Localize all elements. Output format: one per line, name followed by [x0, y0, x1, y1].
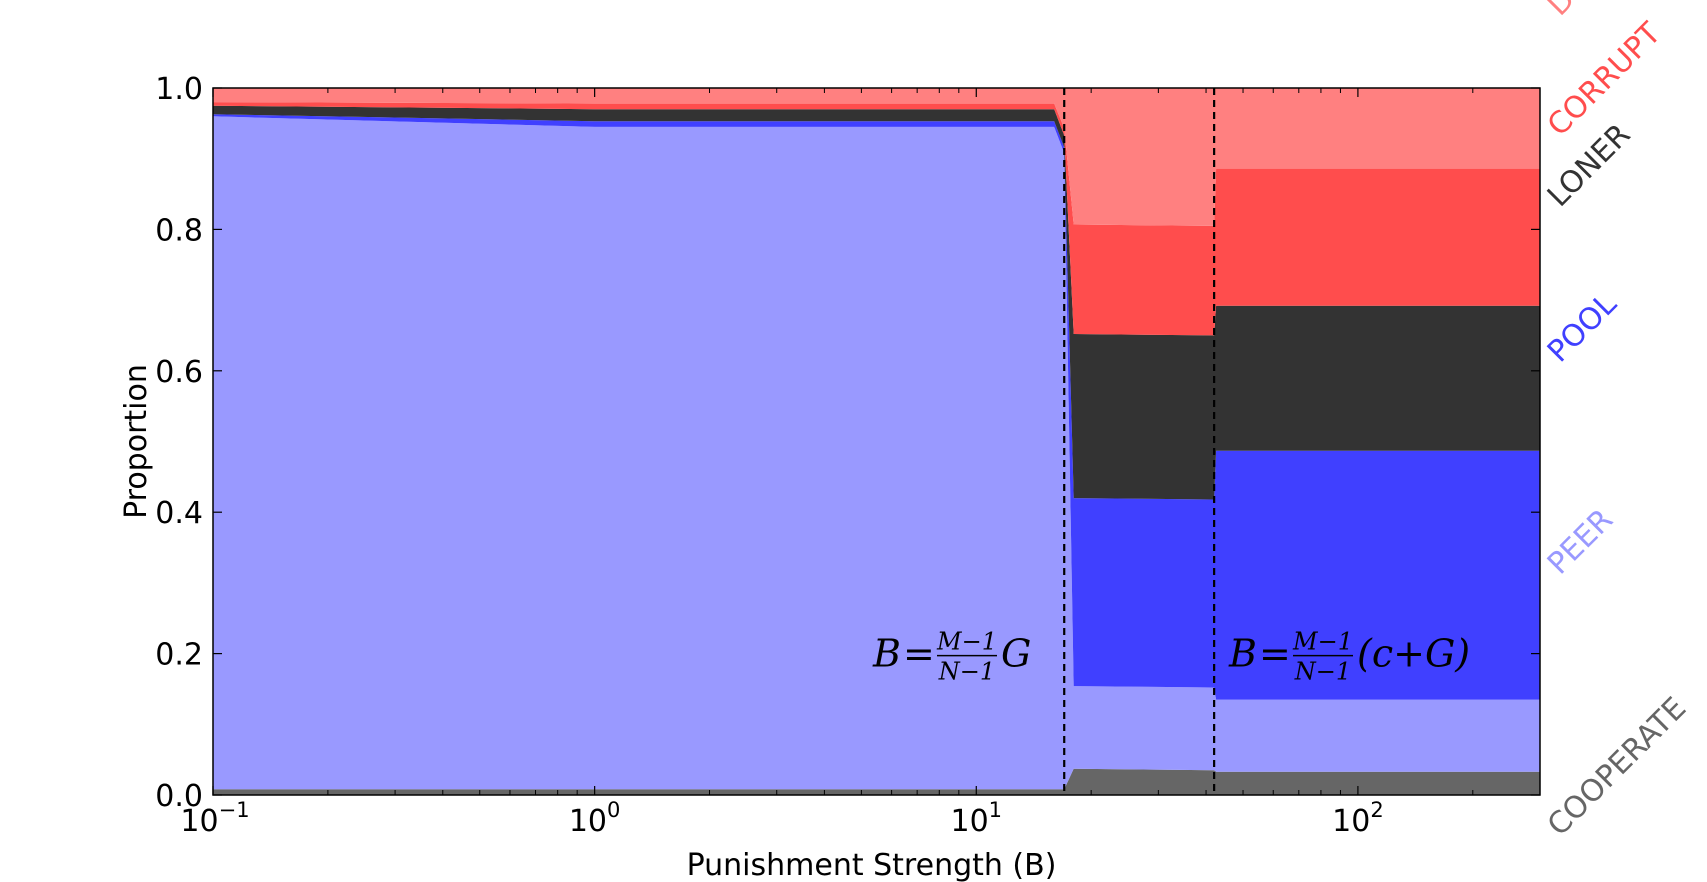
threshold-annotation-1: B = M−1N−1 G — [872, 628, 1031, 686]
annot-denominator: N−1 — [938, 658, 995, 686]
axis-ticks: 0.00.20.40.60.81.010−1 100 101 102 — [155, 72, 1541, 839]
legend-pool: POOL — [1541, 286, 1624, 369]
area-defect — [213, 88, 1540, 226]
y-axis-label: Proportion — [119, 364, 154, 519]
area-cooperate — [213, 768, 1540, 795]
threshold-lines — [1063, 88, 1216, 795]
x-tick-base: 10 — [180, 804, 218, 839]
y-tick-label: 0.6 — [155, 355, 203, 390]
legend-defect: DEFECT — [1541, 0, 1649, 23]
legend-cooperate: COOPERATE — [1541, 691, 1693, 843]
x-tick-label: 101 — [950, 798, 1002, 839]
x-tick-exponent: 0 — [607, 798, 620, 822]
x-tick-base: 10 — [950, 804, 988, 839]
legend: COOPERATEPEERPOOLLONERCORRUPTDEFECT — [1541, 0, 1693, 843]
y-tick-label: 0.4 — [155, 496, 203, 531]
annot-lhs: B — [1228, 632, 1257, 676]
x-tick-exponent: −1 — [219, 798, 250, 822]
area-pool — [213, 114, 1540, 700]
x-tick-exponent: 2 — [1370, 798, 1383, 822]
annot-rhs: (c+G) — [1357, 632, 1470, 676]
annot-denominator: N−1 — [1294, 658, 1351, 686]
x-tick-exponent: 1 — [989, 798, 1002, 822]
y-tick-label: 1.0 — [155, 72, 203, 107]
annot-eq: = — [903, 632, 935, 676]
x-tick-label: 10−1 — [180, 798, 249, 839]
area-peer — [213, 116, 1540, 790]
annot-rhs: G — [1001, 632, 1031, 676]
legend-peer: PEER — [1541, 502, 1620, 581]
x-tick-label: 100 — [569, 798, 621, 839]
annot-numerator: M−1 — [1292, 628, 1353, 656]
stacked-areas — [213, 88, 1540, 795]
annot-eq: = — [1259, 632, 1291, 676]
area-loner — [213, 105, 1540, 500]
threshold-annotation-2: B = M−1N−1 (c+G) — [1228, 628, 1470, 686]
annot-lhs: B — [872, 632, 901, 676]
x-tick-label: 102 — [1332, 798, 1384, 839]
y-tick-label: 0.2 — [155, 638, 203, 673]
y-tick-label: 0.8 — [155, 213, 203, 248]
x-tick-base: 10 — [569, 804, 607, 839]
area-corrupt — [213, 102, 1540, 336]
annot-numerator: M−1 — [936, 628, 997, 656]
threshold-annotations: B = M−1N−1 G B = M−1N−1 (c+G) — [872, 628, 1470, 686]
x-axis-label: Punishment Strength (B) — [687, 848, 1057, 882]
x-tick-base: 10 — [1332, 804, 1370, 839]
plot-frame — [212, 87, 1541, 796]
y-tick-label: 0.0 — [155, 779, 203, 814]
